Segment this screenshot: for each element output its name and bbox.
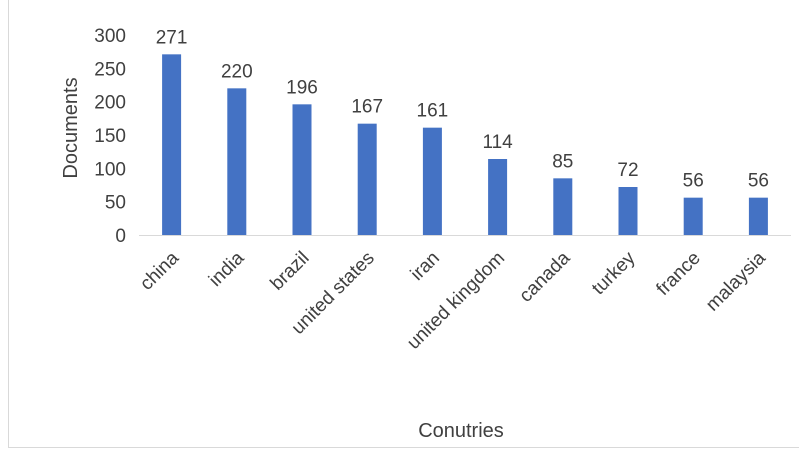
- x-tick-label: france: [653, 248, 705, 300]
- bar-india: [227, 88, 247, 235]
- bar-china: [162, 54, 182, 236]
- data-label: 56: [748, 171, 769, 192]
- data-label: 271: [156, 27, 188, 48]
- data-labels: 271 220 196 167 161 114 85 72 56 56: [156, 27, 769, 191]
- bar-brazil: [292, 104, 312, 235]
- y-axis-ticks: 0 50 100 150 200 250 300: [94, 26, 126, 247]
- data-label: 72: [617, 160, 638, 181]
- bar-chart: 0 50 100 150 200 250 300 271 220 196 167 161 114 85 7…: [60, 26, 791, 442]
- y-tick-label: 0: [115, 226, 126, 247]
- x-tick-label: turkey: [588, 247, 640, 299]
- y-axis-label: Documents: [60, 77, 82, 178]
- data-label: 196: [286, 77, 318, 98]
- x-tick-label: china: [136, 247, 183, 294]
- data-label: 114: [482, 132, 513, 153]
- y-tick-label: 100: [94, 159, 126, 180]
- y-tick-label: 250: [94, 59, 126, 80]
- bar-malaysia: [748, 197, 768, 235]
- x-tick-label: brazil: [267, 248, 314, 295]
- bar-iran: [422, 127, 442, 235]
- x-tick-label: india: [205, 247, 249, 291]
- data-label: 56: [683, 171, 704, 192]
- chart-frame: 0 50 100 150 200 250 300 271 220 196 167 161 114 85 7…: [8, 0, 799, 448]
- bars: [162, 54, 768, 236]
- x-tick-label: iran: [407, 248, 444, 285]
- data-label: 220: [221, 61, 253, 82]
- data-label: 167: [351, 97, 383, 118]
- y-tick-label: 150: [94, 126, 126, 147]
- bar-turkey: [618, 187, 638, 235]
- x-axis-label: Conutries: [418, 420, 504, 442]
- bar-canada: [553, 178, 573, 235]
- x-tick-label: canada: [515, 247, 574, 306]
- bar-united-kingdom: [488, 159, 508, 235]
- x-tick-label: malaysia: [702, 247, 770, 315]
- y-tick-label: 300: [94, 26, 126, 47]
- y-tick-label: 50: [105, 193, 126, 214]
- y-tick-label: 200: [94, 93, 126, 114]
- data-label: 85: [552, 151, 573, 172]
- bar-france: [683, 197, 703, 235]
- bar-united-states: [357, 123, 377, 235]
- data-label: 161: [417, 101, 449, 122]
